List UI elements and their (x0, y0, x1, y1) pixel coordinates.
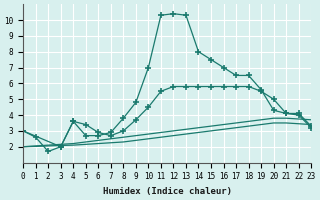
X-axis label: Humidex (Indice chaleur): Humidex (Indice chaleur) (103, 187, 232, 196)
